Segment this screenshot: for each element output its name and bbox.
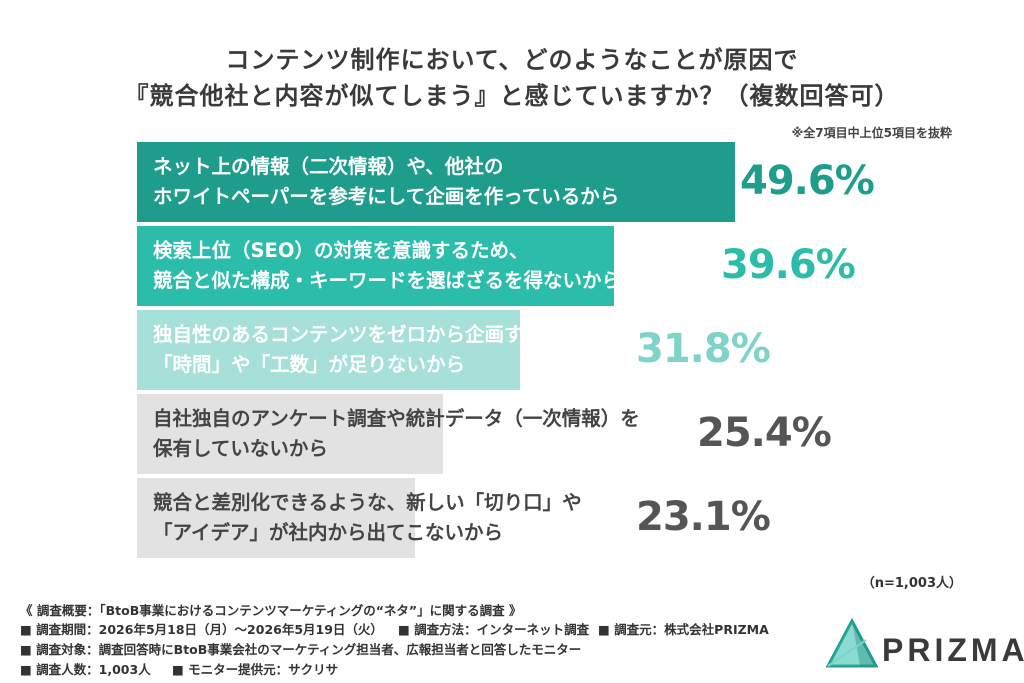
bar-category-label: 検索上位（SEO）の対策を意識するため、競合と似た構成・キーワードを選ばざるを得… bbox=[153, 236, 621, 296]
sample-size: （n=1,003人） bbox=[861, 576, 962, 591]
bar-category-label: ネット上の情報（二次情報）や、他社のホワイトペーパーを参考にして企画を作っている… bbox=[153, 152, 619, 212]
chart-title-line1: コンテンツ制作において、どのようなことが原因で bbox=[225, 46, 799, 74]
chart-title-line2: 『競合他社と内容が似てしまう』と感じていますか？（複数回答可） bbox=[124, 82, 900, 110]
prism-logo-icon bbox=[826, 618, 878, 668]
bar-value-label: 25.4% bbox=[697, 410, 832, 456]
bar bbox=[137, 310, 521, 390]
bar-category-label-line: 検索上位（SEO）の対策を意識するため、 bbox=[153, 239, 529, 262]
bar-value-label: 23.1% bbox=[636, 494, 771, 540]
selection-note: ※全7項目中上位5項目を抜粋 bbox=[791, 126, 952, 140]
survey-count: ■ 調査人数：1,003人 bbox=[20, 662, 151, 677]
prizma-logo-text: PRIZMA bbox=[882, 632, 1024, 668]
bar bbox=[137, 142, 735, 222]
survey-target: ■ 調査対象：調査回答時にBtoB事業会社のマーケティング担当者、広報担当者と回… bbox=[20, 642, 582, 657]
bar-category-label-line: 「時間」や「工数」が足りないから bbox=[153, 353, 466, 376]
bar-category-label: 独自性のあるコンテンツをゼロから企画する 「時間」や「工数」が足りないから bbox=[153, 320, 543, 380]
bar-category-label-line: ネット上の情報（二次情報）や、他社の bbox=[153, 155, 504, 178]
monitor-provider: ■ モニター提供元：サクリサ bbox=[172, 662, 339, 677]
bar bbox=[137, 478, 416, 558]
bar-category-label-line: 独自性のあるコンテンツをゼロから企画する bbox=[153, 323, 544, 346]
bar-category-label-line: 競合と似た構成・キーワードを選ばざるを得ないから bbox=[153, 269, 622, 292]
survey-method: ■ 調査方法：インターネット調査 bbox=[398, 622, 590, 637]
bar-category-label-line: 「アイデア」が社内から出てこないから bbox=[153, 521, 504, 544]
bar bbox=[137, 394, 444, 474]
survey-source: ■ 調査元：株式会社PRIZMA bbox=[598, 622, 769, 637]
bar-category-label: 競合と差別化できるような、新しい「切り口」や 「アイデア」が社内から出てこないから bbox=[153, 488, 582, 548]
bar bbox=[137, 226, 615, 306]
bar-category-label-line: 保有していないから bbox=[153, 437, 328, 460]
bar-category-label-line: 競合と差別化できるような、新しい「切り口」や bbox=[153, 491, 582, 514]
survey-period: ■ 調査期間：2026年5月18日（月）〜2026年5月19日（火） bbox=[20, 622, 383, 637]
bar-value-label: 31.8% bbox=[636, 326, 771, 372]
survey-overview: 《 調査概要：「BtoB事業におけるコンテンツマーケティングの“ネタ”」に関する… bbox=[20, 603, 522, 618]
bar-category-label-line: 自社独自のアンケート調査や統計データ（一次情報）を bbox=[153, 407, 640, 430]
bar-category-label-line: ホワイトペーパーを参考にして企画を作っているから bbox=[153, 185, 620, 208]
bar-value-label: 49.6% bbox=[740, 158, 875, 204]
bar-category-label: 自社独自のアンケート調査や統計データ（一次情報）を 保有していないから bbox=[153, 404, 640, 464]
bar-value-label: 39.6% bbox=[721, 242, 856, 288]
